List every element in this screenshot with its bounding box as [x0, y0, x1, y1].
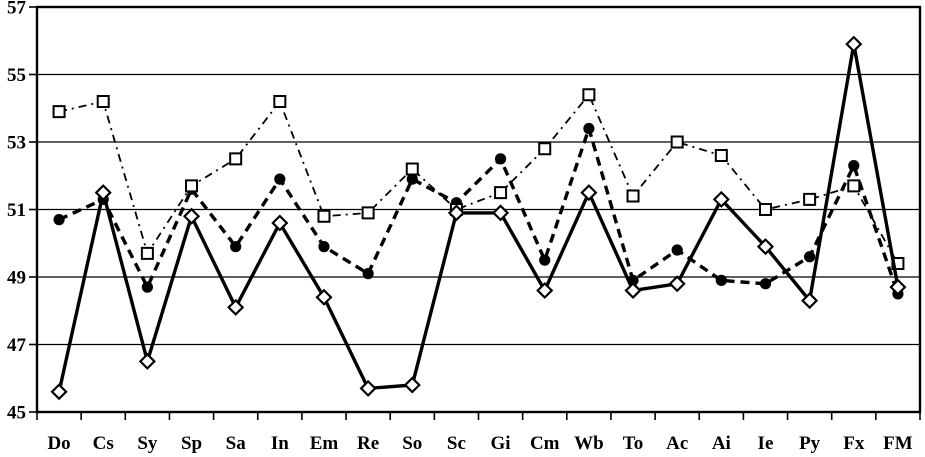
marker-filled-circle [274, 173, 286, 185]
marker-open-square [758, 203, 772, 216]
marker-open-diamond [227, 298, 245, 316]
x-axis-label: Em [310, 433, 339, 454]
marker-open-diamond [50, 383, 68, 401]
marker-open-square [52, 105, 66, 119]
y-axis-label: 55 [7, 65, 26, 86]
marker-filled-circle [671, 244, 683, 256]
marker-open-diamond [182, 207, 201, 225]
x-axis-label: Py [799, 433, 821, 454]
x-axis-label: Do [47, 433, 70, 454]
marker-open-diamond [138, 352, 156, 370]
marker-open-diamond [359, 379, 377, 397]
x-axis-label: Sp [181, 433, 202, 454]
marker-open-square [714, 149, 728, 162]
marker-open-diamond [668, 275, 686, 293]
x-axis-label: Ai [712, 433, 731, 454]
marker-filled-circle [141, 281, 153, 293]
series-line-open-diamond-solid [57, 43, 900, 393]
marker-filled-circle [230, 241, 242, 253]
series-line-filled-circle-dashed [58, 122, 900, 295]
marker-open-diamond [536, 281, 554, 300]
y-axis-label: 51 [7, 200, 26, 221]
marker-open-square [96, 95, 110, 108]
marker-open-diamond [801, 292, 819, 310]
x-axis-label: Ie [758, 433, 774, 454]
marker-open-square [361, 206, 375, 220]
marker-open-diamond [712, 190, 730, 208]
marker-open-square [670, 135, 684, 149]
y-axis-label: 49 [7, 268, 26, 289]
x-axis-label: To [623, 433, 643, 454]
marker-filled-circle [583, 122, 595, 135]
x-axis-label: Cs [93, 433, 114, 454]
x-axis-label: Wb [574, 433, 604, 454]
marker-open-square [626, 189, 640, 203]
x-axis-label: Sc [447, 433, 466, 454]
marker-filled-circle [804, 251, 816, 263]
marker-open-square [140, 246, 154, 260]
marker-open-square [803, 192, 817, 206]
y-axis-label: 45 [7, 403, 26, 424]
marker-open-square [405, 162, 419, 176]
marker-open-square [582, 88, 596, 102]
marker-open-square [185, 179, 199, 193]
marker-open-diamond [756, 238, 775, 256]
x-axis-label: Sa [226, 433, 247, 454]
marker-open-square [847, 179, 861, 193]
marker-open-diamond [580, 184, 598, 202]
marker-open-diamond [94, 184, 112, 202]
marker-filled-circle [848, 160, 860, 172]
x-axis-label: Sy [137, 433, 158, 454]
marker-filled-circle [715, 274, 727, 286]
x-axis-label: Fx [843, 433, 865, 454]
marker-open-square [538, 142, 552, 156]
marker-open-square [494, 186, 508, 200]
marker-open-diamond [315, 288, 333, 306]
marker-filled-circle [494, 153, 507, 165]
marker-open-diamond [492, 204, 510, 222]
marker-open-square [229, 152, 243, 166]
marker-open-diamond [889, 278, 907, 296]
x-axis-label: Gi [491, 433, 511, 454]
x-axis-label: Re [357, 433, 379, 454]
marker-open-diamond [447, 204, 465, 222]
marker-open-diamond [271, 214, 289, 232]
marker-open-diamond [403, 376, 421, 394]
x-axis-label: Ac [666, 433, 688, 454]
y-axis-label: 57 [7, 0, 27, 19]
marker-filled-circle [362, 268, 374, 280]
y-axis-label: 47 [7, 335, 27, 356]
x-axis-label: So [402, 433, 422, 454]
marker-filled-circle [539, 254, 551, 266]
marker-filled-circle [318, 241, 330, 253]
marker-filled-circle [53, 214, 65, 226]
marker-open-square [317, 209, 331, 223]
x-axis-label: Cm [530, 433, 560, 454]
marker-filled-circle [759, 278, 772, 290]
series-line-open-square-dash-dot [58, 93, 899, 264]
marker-open-diamond [845, 35, 863, 53]
marker-open-square [273, 95, 287, 108]
marker-open-diamond [624, 281, 642, 300]
x-axis-label: FM [883, 433, 913, 454]
x-axis-label: In [271, 433, 289, 454]
marker-filled-circle [406, 173, 418, 185]
y-axis-label: 53 [7, 133, 26, 154]
